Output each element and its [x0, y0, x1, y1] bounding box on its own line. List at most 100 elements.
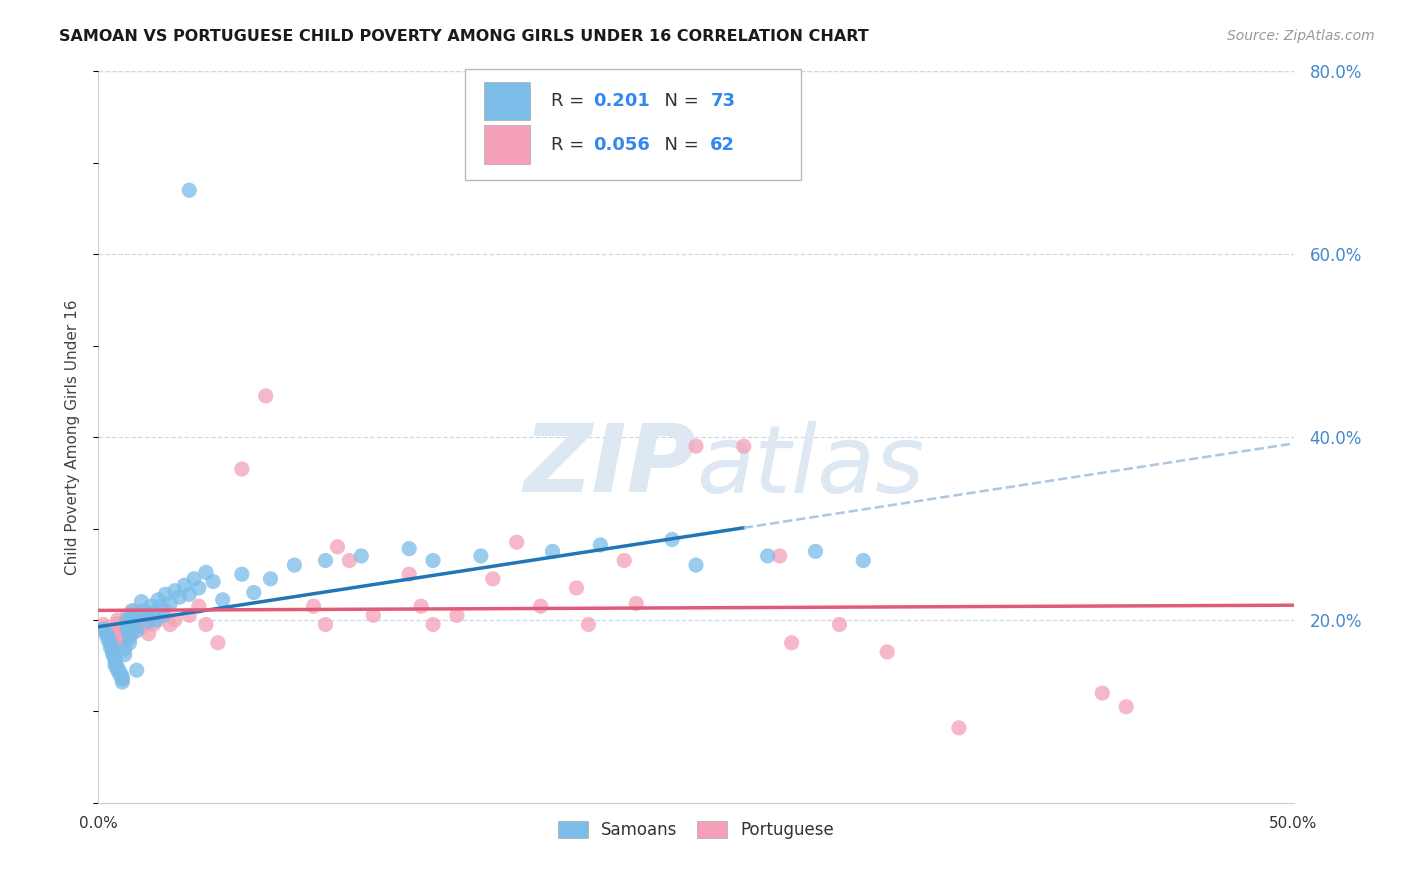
Point: [139, 599, 162, 614]
Point: [1091, 686, 1114, 700]
Point: [114, 648, 136, 662]
Point: [339, 553, 361, 567]
Point: [541, 544, 564, 558]
Point: [259, 572, 281, 586]
Point: [398, 541, 420, 556]
Point: [104, 652, 127, 666]
Point: [114, 636, 136, 650]
Point: [422, 553, 444, 567]
Point: [118, 626, 141, 640]
Point: [125, 663, 148, 677]
Point: [1115, 699, 1137, 714]
Point: [589, 538, 612, 552]
Point: [173, 578, 195, 592]
Point: [107, 660, 129, 674]
Point: [155, 587, 177, 601]
Point: [446, 608, 468, 623]
Text: atlas: atlas: [696, 421, 924, 512]
Point: [101, 632, 124, 646]
Point: [101, 636, 124, 650]
Point: [107, 616, 129, 631]
Text: 0.201: 0.201: [593, 92, 650, 110]
Point: [565, 581, 588, 595]
Point: [111, 675, 134, 690]
Point: [121, 608, 143, 623]
Point: [148, 613, 170, 627]
Point: [626, 597, 648, 611]
Point: [411, 599, 433, 614]
Point: [195, 566, 218, 580]
Point: [876, 645, 898, 659]
Text: N =: N =: [652, 136, 704, 153]
Point: [125, 608, 148, 623]
Text: N =: N =: [652, 92, 704, 110]
Point: [142, 606, 165, 620]
Point: [326, 540, 349, 554]
Point: [363, 608, 385, 623]
Point: [111, 626, 134, 640]
Point: [135, 613, 157, 627]
Point: [231, 462, 253, 476]
Point: [685, 558, 707, 573]
Point: [91, 622, 114, 636]
Point: [179, 183, 201, 197]
Point: [107, 663, 129, 677]
Point: [94, 622, 117, 636]
Point: [138, 615, 160, 629]
Point: [132, 604, 155, 618]
Point: [101, 648, 124, 662]
Point: [733, 439, 755, 453]
Point: [470, 549, 492, 563]
Point: [128, 615, 150, 629]
Point: [202, 574, 225, 589]
Point: [97, 629, 120, 643]
Point: [183, 572, 205, 586]
FancyBboxPatch shape: [465, 70, 801, 179]
Point: [108, 667, 131, 681]
Text: ZIP: ZIP: [523, 420, 696, 512]
Point: [804, 544, 827, 558]
Point: [155, 604, 177, 618]
Point: [118, 622, 141, 636]
Point: [121, 604, 143, 618]
Bar: [485, 81, 530, 120]
Point: [131, 620, 153, 634]
Point: [187, 599, 209, 614]
Point: [97, 624, 120, 638]
Point: [98, 629, 122, 643]
Point: [101, 645, 124, 659]
Point: [124, 604, 146, 618]
Point: [187, 581, 209, 595]
Point: [211, 592, 233, 607]
Point: [828, 617, 851, 632]
Point: [756, 549, 779, 563]
Point: [108, 665, 131, 679]
Point: [283, 558, 305, 573]
Point: [163, 583, 186, 598]
Text: Source: ZipAtlas.com: Source: ZipAtlas.com: [1227, 29, 1375, 43]
Point: [139, 608, 162, 623]
Point: [422, 617, 444, 632]
Point: [115, 622, 138, 636]
Point: [780, 636, 803, 650]
Point: [613, 553, 636, 567]
Point: [661, 533, 683, 547]
Point: [125, 624, 148, 638]
Point: [163, 613, 186, 627]
Point: [104, 655, 127, 669]
Text: 62: 62: [710, 136, 735, 153]
Point: [111, 673, 134, 687]
Point: [138, 626, 160, 640]
Point: [98, 636, 122, 650]
Bar: [485, 126, 530, 163]
Point: [135, 608, 157, 623]
Text: SAMOAN VS PORTUGUESE CHILD POVERTY AMONG GIRLS UNDER 16 CORRELATION CHART: SAMOAN VS PORTUGUESE CHILD POVERTY AMONG…: [59, 29, 869, 44]
Point: [104, 658, 127, 673]
Point: [231, 567, 253, 582]
Point: [530, 599, 553, 614]
Point: [159, 597, 181, 611]
Point: [149, 599, 172, 614]
Point: [118, 636, 141, 650]
Y-axis label: Child Poverty Among Girls Under 16: Child Poverty Among Girls Under 16: [65, 300, 80, 574]
Point: [179, 608, 201, 623]
